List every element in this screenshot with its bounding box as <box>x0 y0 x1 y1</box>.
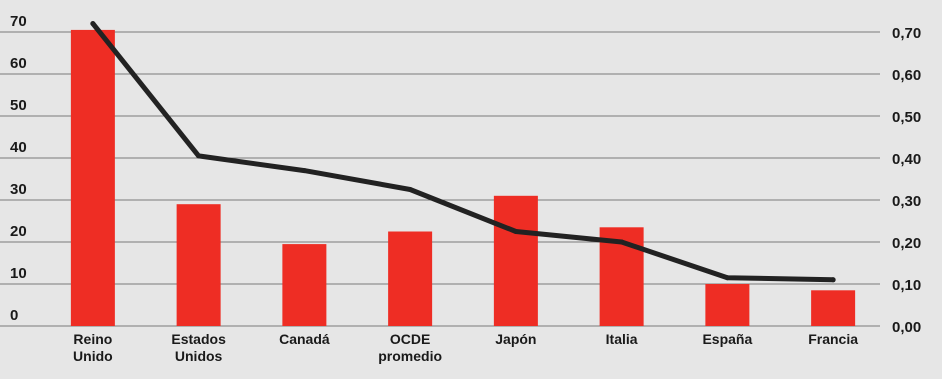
bar <box>70 29 115 327</box>
x-category-label: Italia <box>606 331 638 347</box>
y-left-tick-label: 40 <box>10 139 27 156</box>
line-point <box>407 187 413 192</box>
right-axis-ticks: 0,00 0,10 0,20 0,30 0,40 0,50 0,60 0,70 <box>892 25 921 336</box>
line-point <box>196 153 202 159</box>
y-left-tick-label: 60 <box>10 55 27 72</box>
x-category-label: Reino Unido <box>73 331 113 364</box>
y-left-tick-label: 70 <box>10 13 27 30</box>
x-category-label-line: Unidos <box>175 348 223 364</box>
bar <box>388 231 433 326</box>
y-right-tick-label: 0,10 <box>892 277 921 294</box>
x-category-label: Francia <box>808 331 858 347</box>
y-left-tick-label: 50 <box>10 97 27 114</box>
x-category-label: Japón <box>495 331 536 347</box>
y-right-tick-label: 0,70 <box>892 25 921 42</box>
bar <box>811 290 856 326</box>
bar <box>493 195 538 326</box>
x-category-label-line: Japón <box>495 331 536 347</box>
y-right-tick-label: 0,40 <box>892 151 921 168</box>
x-category-label-line: Unido <box>73 348 113 364</box>
y-right-tick-label: 0,30 <box>892 193 921 210</box>
x-category-label-line: Francia <box>808 331 858 347</box>
x-category-label-line: Canadá <box>279 331 330 347</box>
x-category-label-line: Italia <box>606 331 638 347</box>
x-category-label-line: Estados <box>171 331 226 347</box>
line-point <box>724 275 730 281</box>
x-category-label: Canadá <box>279 331 330 347</box>
category-labels: Reino Unido Estados Unidos Canadá OCDE promedi… <box>73 331 858 364</box>
line-series-path <box>90 21 836 283</box>
y-right-tick-label: 0,50 <box>892 109 921 126</box>
y-right-tick-label: 0,00 <box>892 319 921 336</box>
left-axis-ticks: 0 10 20 30 40 50 60 70 <box>10 13 27 324</box>
x-category-label-line: Reino <box>73 331 112 347</box>
line-point <box>513 229 519 234</box>
y-left-tick-label: 0 <box>10 307 18 324</box>
x-category-label: OCDE promedio <box>378 331 442 364</box>
x-category-label-line: OCDE <box>390 331 430 347</box>
line-point <box>301 168 307 174</box>
x-category-label-line: promedio <box>378 348 442 364</box>
line-point <box>830 277 836 283</box>
line-point <box>90 21 96 27</box>
y-right-tick-label: 0,60 <box>892 67 921 84</box>
bar <box>282 244 327 326</box>
line-point <box>619 239 625 245</box>
line-series <box>90 21 836 283</box>
x-category-label: España <box>702 331 752 347</box>
y-left-tick-label: 30 <box>10 181 27 198</box>
x-category-label-line: España <box>702 331 752 347</box>
y-left-tick-label: 20 <box>10 223 27 240</box>
y-right-tick-label: 0,20 <box>892 235 921 252</box>
bar <box>176 204 221 326</box>
x-category-label: Estados Unidos <box>171 331 226 364</box>
bar-series <box>70 29 856 327</box>
gridlines <box>0 31 880 327</box>
bar <box>705 284 750 326</box>
y-left-tick-label: 10 <box>10 265 27 282</box>
